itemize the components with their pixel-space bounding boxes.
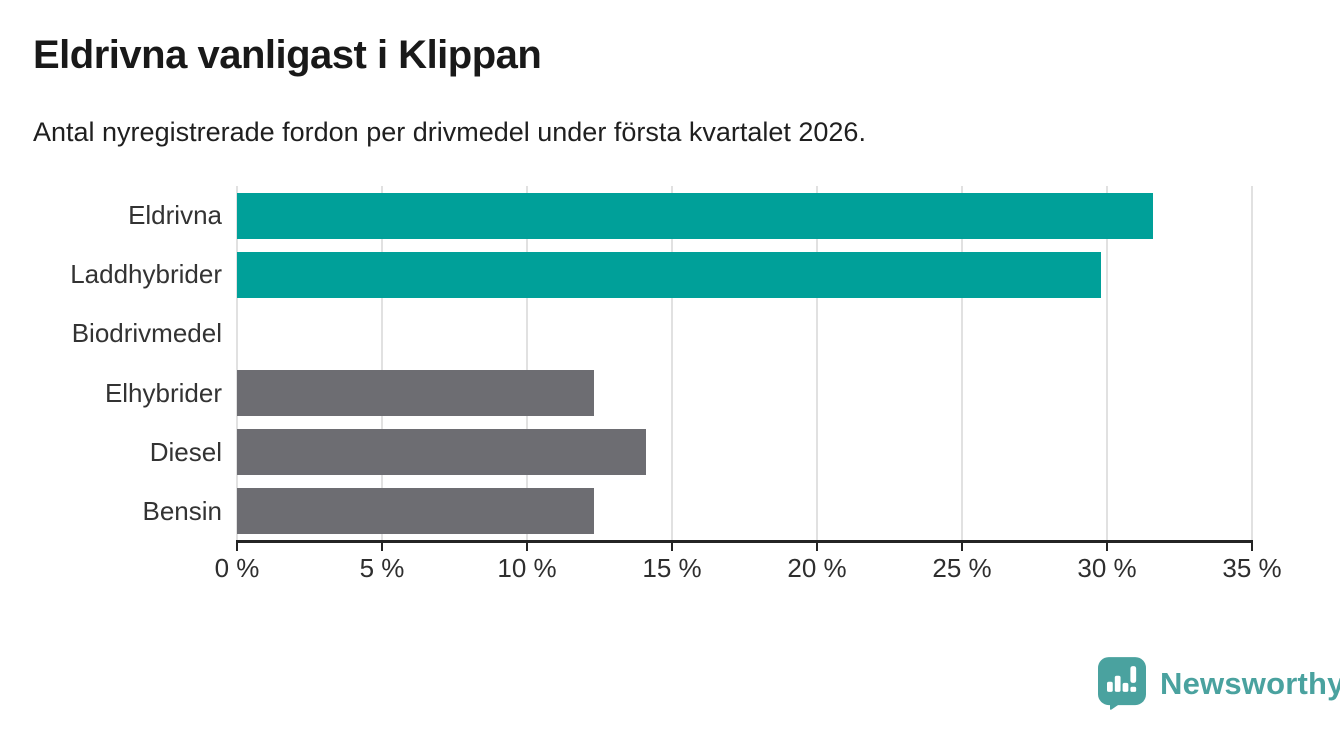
x-tick-label: 5 % [359,553,405,583]
x-tick [381,543,383,551]
category-label-diesel: Diesel [149,436,222,467]
x-tick [236,543,238,551]
x-tick-label: 0 % [214,553,260,583]
gridline [381,186,383,541]
x-tick [671,543,673,551]
x-tick-label: 20 % [787,553,847,583]
x-axis-line [236,540,1253,543]
chart-title: Eldrivna vanligast i Klippan [33,33,542,77]
category-labels: Eldrivna Laddhybrider Biodrivmedel Elhybrid… [0,186,222,541]
category-label-eldrivna: Eldrivna [128,200,222,231]
bar-bensin [237,488,594,535]
gridline [236,186,238,541]
bar-eldrivna [237,192,1154,239]
gridline [1251,186,1253,541]
gridline [1106,186,1108,541]
x-tick [526,543,528,551]
bar-laddhybrider [237,251,1102,298]
plot-area [236,186,1253,541]
gridline [526,186,528,541]
x-tick-label: 35 % [1222,553,1282,583]
category-label-laddhybrider: Laddhybrider [70,259,222,290]
bar-elhybrider [237,370,594,417]
x-tick-label: 10 % [497,553,557,583]
newsworthy-logo-icon [1098,657,1146,710]
bar-diesel [237,429,646,476]
x-tick-label: 30 % [1077,553,1137,583]
category-label-bensin: Bensin [142,495,223,526]
gridline [961,186,963,541]
x-tick-label: 15 % [642,553,702,583]
category-label-elhybrider: Elhybrider [104,377,222,408]
chart-subtitle: Antal nyregistrerade fordon per drivmede… [33,117,866,147]
x-tick [1251,543,1253,551]
category-label-biodrivmedel: Biodrivmedel [71,318,222,349]
x-tick-label: 25 % [932,553,992,583]
newsworthy-logo-text: Newsworthy [1160,665,1340,701]
x-tick [816,543,818,551]
x-tick [1106,543,1108,551]
gridline [816,186,818,541]
gridline [671,186,673,541]
x-tick [961,543,963,551]
newsworthy-logo: Newsworthy [1098,657,1340,710]
